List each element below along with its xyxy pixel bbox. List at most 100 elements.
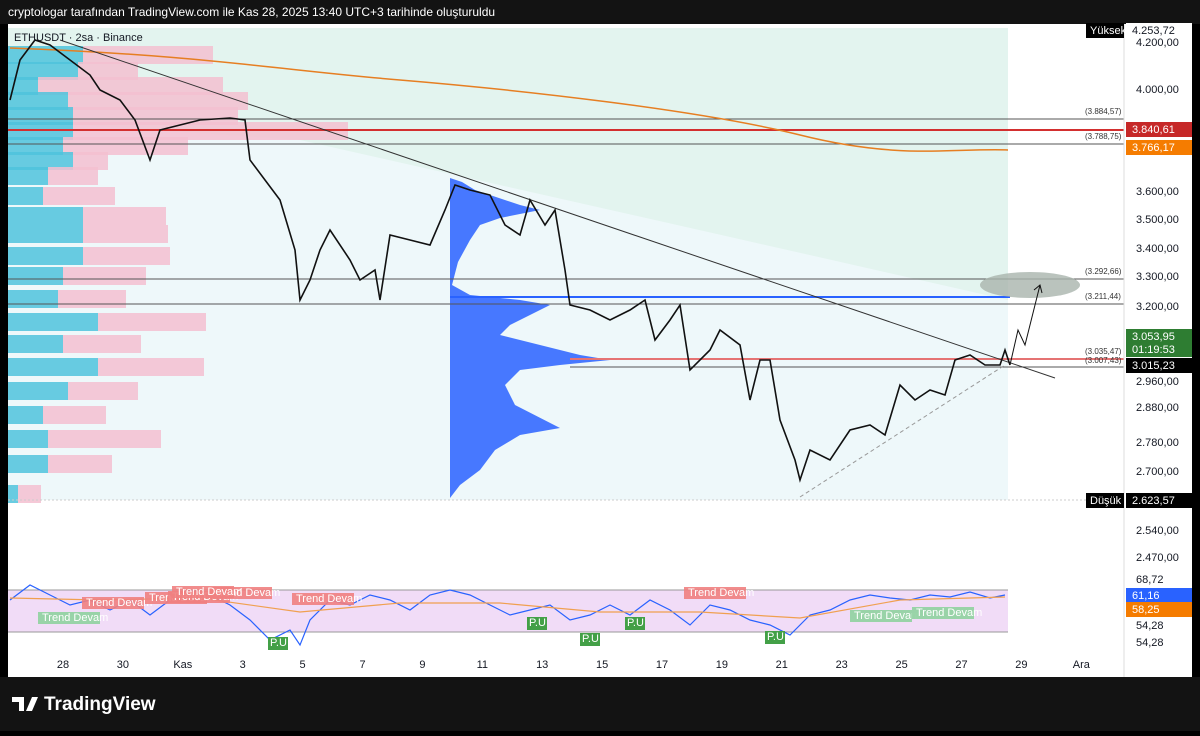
date-label: 23	[836, 659, 848, 671]
level-label: (3.292,66)	[1085, 267, 1122, 276]
trend-tag	[82, 597, 144, 609]
pu-label: P.U	[582, 633, 599, 645]
trendline	[59, 39, 1056, 379]
vp-bar	[18, 485, 41, 503]
level-label: (3.035,47)	[1085, 347, 1122, 356]
trend-tag-label: Trend Devam	[854, 610, 920, 622]
date-label: 28	[57, 659, 69, 671]
date-label: Ara	[1073, 659, 1091, 671]
vp-bar	[78, 62, 138, 80]
price-label: 3.600,00	[1136, 186, 1179, 198]
price-label: 3.200,00	[1136, 301, 1179, 313]
price-tag-label: 3.766,17	[1132, 142, 1175, 154]
pu-label: P.U	[529, 617, 546, 629]
level-label: (3.211,44)	[1085, 292, 1121, 301]
vp-bar	[8, 485, 18, 503]
price-tag-label: 3.053,95	[1132, 331, 1175, 343]
date-label: 17	[656, 659, 668, 671]
vp-bar	[8, 92, 68, 110]
price-tag	[1126, 23, 1192, 38]
date-label: 15	[596, 659, 608, 671]
price-tag-label: 2.623,57	[1132, 495, 1175, 507]
vp-bar	[8, 335, 63, 353]
trend-tag-label: Trend Devam	[176, 586, 242, 598]
vp-bar	[8, 382, 68, 400]
pu-label: P.U	[627, 617, 644, 629]
vp-bar	[8, 267, 63, 285]
price-label: 3.500,00	[1136, 214, 1179, 226]
date-label: 5	[300, 659, 306, 671]
support-line	[799, 364, 1006, 498]
price-label: 3.400,00	[1136, 243, 1179, 255]
vp-bar	[43, 406, 106, 424]
date-label: 29	[1015, 659, 1027, 671]
trend-tag-label: Trend Devam	[916, 607, 982, 619]
date-label: 13	[536, 659, 548, 671]
vp-bar	[8, 430, 48, 448]
price-line	[9, 39, 1011, 483]
price-tag	[1126, 602, 1192, 617]
vp-bar	[8, 62, 78, 80]
trend-tag-label: Trend Devam	[296, 593, 362, 605]
trend-tag	[912, 607, 974, 619]
price-tag	[1126, 122, 1192, 137]
price-tag-label: 58,25	[1132, 604, 1160, 616]
vp-bar	[8, 152, 73, 170]
price-label: 2.700,00	[1136, 466, 1179, 478]
vp-bar	[8, 247, 83, 265]
volume-profile	[450, 178, 610, 498]
price-tag-label: 4.253,72	[1132, 25, 1175, 37]
price-label: 3.300,00	[1136, 271, 1179, 283]
vp-bar	[8, 225, 83, 243]
date-label: 7	[359, 659, 365, 671]
vp-bar	[8, 137, 63, 155]
date-label: 9	[419, 659, 425, 671]
price-tag	[1126, 493, 1192, 508]
vp-bar	[8, 107, 73, 125]
trend-tag	[850, 610, 912, 622]
date-label: Kas	[173, 659, 192, 671]
date-label: 25	[895, 659, 907, 671]
price-label: 68,72	[1136, 574, 1164, 586]
price-tag-label: 61,16	[1132, 590, 1160, 602]
price-tag	[1126, 588, 1192, 603]
pu-tag	[580, 633, 600, 646]
symbol: ETHUSDT · 2sa · Binance	[14, 32, 143, 44]
moving-average	[9, 47, 1009, 152]
price-tag-label: 3.015,23	[1132, 360, 1175, 372]
vp-bar	[98, 358, 204, 376]
price-label: 2.880,00	[1136, 402, 1179, 414]
vp-bar	[8, 358, 98, 376]
vp-bar	[8, 290, 58, 308]
pu-tag	[268, 637, 288, 650]
pu-tag	[625, 617, 645, 630]
trend-tag	[684, 587, 746, 599]
pu-tag	[765, 631, 785, 644]
pu-label: P.U	[767, 631, 784, 643]
vp-bar	[48, 167, 98, 185]
trend-tag	[172, 586, 234, 598]
price-label: 54,28	[1136, 620, 1164, 632]
projection-arrow	[1009, 284, 1041, 366]
vp-bar	[8, 187, 43, 205]
target-zone	[980, 272, 1080, 298]
vp-bar	[58, 290, 126, 308]
date-label: 21	[776, 659, 788, 671]
tag-caption: Yüksek	[1090, 25, 1127, 37]
vp-bar	[83, 207, 166, 225]
vp-bar	[43, 187, 115, 205]
date-label: 30	[117, 659, 129, 671]
header-caption: cryptologar tarafından TradingView.com i…	[8, 5, 495, 19]
trend-tag	[292, 593, 354, 605]
price-tag	[1126, 358, 1192, 373]
vp-bar	[63, 335, 141, 353]
vp-bar	[38, 77, 223, 95]
date-label: 19	[716, 659, 728, 671]
price-label: 2.470,00	[1136, 552, 1179, 564]
vp-bar	[68, 382, 138, 400]
tag-caption-box	[1086, 23, 1124, 38]
price-label: 4.000,00	[1136, 84, 1179, 96]
vp-bar	[83, 247, 170, 265]
vp-bar	[73, 152, 108, 170]
